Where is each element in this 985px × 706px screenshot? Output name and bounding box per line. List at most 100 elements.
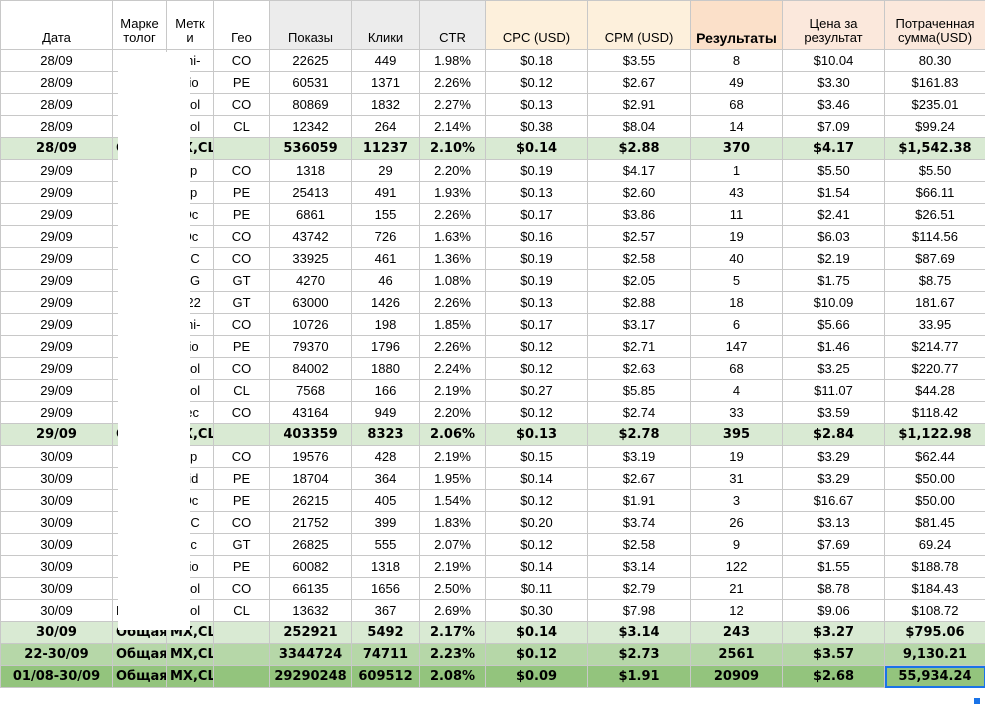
cell-cpr[interactable]: $3.29 [782, 445, 885, 468]
cell-cpc[interactable]: $0.09 [485, 665, 588, 688]
cell-cpm[interactable]: $2.67 [587, 71, 691, 94]
cell-marketer[interactable]: Общая [112, 665, 167, 688]
cell-date[interactable]: 29/09 [0, 159, 113, 182]
cell-impressions[interactable]: 26215 [269, 489, 352, 512]
cell-cpm[interactable]: $2.58 [587, 247, 691, 270]
cell-clicks[interactable]: 1832 [351, 93, 420, 116]
cell-results[interactable]: 21 [690, 577, 783, 600]
cell-impressions[interactable]: 63000 [269, 291, 352, 314]
cell-ctr[interactable]: 2.14% [419, 115, 486, 138]
cell-spent[interactable]: $214.77 [884, 335, 985, 358]
cell-ctr[interactable]: 2.50% [419, 577, 486, 600]
cell-cpc[interactable]: $0.20 [485, 511, 588, 534]
cell-geo[interactable] [213, 665, 270, 688]
cell-clicks[interactable]: 264 [351, 115, 420, 138]
cell-cpr[interactable]: $3.30 [782, 71, 885, 94]
cell-cpc[interactable]: $0.14 [485, 467, 588, 490]
cell-cpr[interactable]: $1.46 [782, 335, 885, 358]
cell-ctr[interactable]: 2.08% [419, 665, 486, 688]
cell-geo[interactable]: CO [213, 577, 270, 600]
cell-date[interactable]: 29/09 [0, 291, 113, 314]
cell-spent[interactable]: $235.01 [884, 93, 985, 116]
cell-geo[interactable]: CO [213, 49, 270, 72]
cell-clicks[interactable]: 166 [351, 379, 420, 402]
cell-cpr[interactable]: $5.50 [782, 159, 885, 182]
cell-spent[interactable]: $62.44 [884, 445, 985, 468]
cell-cpc[interactable]: $0.14 [485, 555, 588, 578]
cell-clicks[interactable]: 491 [351, 181, 420, 204]
cell-spent[interactable]: 80.30 [884, 49, 985, 72]
cell-geo[interactable]: PE [213, 335, 270, 358]
cell-results[interactable]: 8 [690, 49, 783, 72]
cell-ctr[interactable]: 1.95% [419, 467, 486, 490]
cell-spent[interactable]: 33.95 [884, 313, 985, 336]
cell-date[interactable]: 30/09 [0, 511, 113, 534]
cell-cpc[interactable]: $0.17 [485, 203, 588, 226]
cell-cpr[interactable]: $6.03 [782, 225, 885, 248]
cell-cpm[interactable]: $3.19 [587, 445, 691, 468]
cell-cpm[interactable]: $2.67 [587, 467, 691, 490]
cell-geo[interactable]: GT [213, 291, 270, 314]
header-geo[interactable]: Гео [213, 0, 270, 50]
cell-cpr[interactable]: $2.84 [782, 423, 885, 446]
cell-date[interactable]: 29/09 [0, 203, 113, 226]
cell-marketer[interactable]: Общая [112, 643, 167, 666]
cell-cpr[interactable]: $3.59 [782, 401, 885, 424]
cell-ctr[interactable]: 1.63% [419, 225, 486, 248]
cell-clicks[interactable]: 1371 [351, 71, 420, 94]
cell-geo[interactable]: CO [213, 445, 270, 468]
cell-cpm[interactable]: $2.63 [587, 357, 691, 380]
cell-clicks[interactable]: 11237 [351, 137, 420, 160]
cell-cpm[interactable]: $2.78 [587, 423, 691, 446]
cell-impressions[interactable]: 4270 [269, 269, 352, 292]
cell-cpr[interactable]: $8.78 [782, 577, 885, 600]
cell-cpm[interactable]: $2.73 [587, 643, 691, 666]
cell-date[interactable]: 30/09 [0, 577, 113, 600]
cell-cpr[interactable]: $3.57 [782, 643, 885, 666]
cell-cpr[interactable]: $2.68 [782, 665, 885, 688]
cell-geo[interactable]: CO [213, 313, 270, 336]
cell-clicks[interactable]: 155 [351, 203, 420, 226]
cell-cpc[interactable]: $0.30 [485, 599, 588, 622]
cell-ctr[interactable]: 2.20% [419, 159, 486, 182]
cell-cpc[interactable]: $0.12 [485, 357, 588, 380]
cell-cpm[interactable]: $1.91 [587, 665, 691, 688]
cell-cpc[interactable]: $0.13 [485, 291, 588, 314]
cell-clicks[interactable]: 5492 [351, 621, 420, 644]
cell-ctr[interactable]: 2.17% [419, 621, 486, 644]
cell-date[interactable]: 28/09 [0, 115, 113, 138]
cell-cpc[interactable]: $0.13 [485, 93, 588, 116]
cell-geo[interactable]: CO [213, 159, 270, 182]
cell-cpc[interactable]: $0.12 [485, 71, 588, 94]
header-results[interactable]: Результаты [690, 0, 783, 50]
cell-date[interactable]: 01/08-30/09 [0, 665, 113, 688]
cell-geo[interactable]: CO [213, 93, 270, 116]
cell-clicks[interactable]: 1796 [351, 335, 420, 358]
cell-clicks[interactable]: 198 [351, 313, 420, 336]
cell-results[interactable]: 31 [690, 467, 783, 490]
cell-impressions[interactable]: 403359 [269, 423, 352, 446]
cell-ctr[interactable]: 1.36% [419, 247, 486, 270]
cell-impressions[interactable]: 60531 [269, 71, 352, 94]
cell-spent[interactable]: $220.77 [884, 357, 985, 380]
cell-geo[interactable]: PE [213, 203, 270, 226]
cell-results[interactable]: 6 [690, 313, 783, 336]
cell-ctr[interactable]: 2.24% [419, 357, 486, 380]
cell-cpc[interactable]: $0.15 [485, 445, 588, 468]
cell-date[interactable]: 29/09 [0, 357, 113, 380]
cell-results[interactable]: 18 [690, 291, 783, 314]
cell-results[interactable]: 20909 [690, 665, 783, 688]
cell-geo[interactable]: PE [213, 555, 270, 578]
cell-impressions[interactable]: 7568 [269, 379, 352, 402]
cell-date[interactable]: 29/09 [0, 401, 113, 424]
cell-clicks[interactable]: 399 [351, 511, 420, 534]
cell-geo[interactable]: CL [213, 379, 270, 402]
cell-spent[interactable]: $1,542.38 [884, 137, 985, 160]
cell-spent[interactable]: $161.83 [884, 71, 985, 94]
cell-cpc[interactable]: $0.11 [485, 577, 588, 600]
cell-cpm[interactable]: $2.71 [587, 335, 691, 358]
cell-cpr[interactable]: $9.06 [782, 599, 885, 622]
cell-results[interactable]: 1 [690, 159, 783, 182]
cell-results[interactable]: 26 [690, 511, 783, 534]
cell-date[interactable]: 29/09 [0, 313, 113, 336]
